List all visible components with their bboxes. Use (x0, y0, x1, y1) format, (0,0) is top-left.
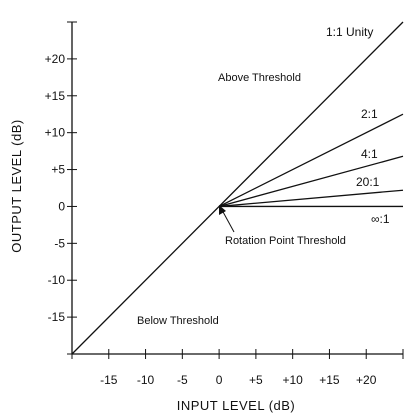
series-line-1 (218, 113, 404, 208)
series-label-20-1: 20:1 (356, 175, 380, 189)
y-tick-label: 0 (58, 199, 65, 213)
annotation-below-threshold: Below Threshold (137, 315, 219, 327)
x-tick-label: +20 (356, 373, 377, 387)
series-label-unity: 1:1 Unity (326, 25, 373, 39)
series-line-0 (71, 21, 404, 355)
x-axis-title: INPUT LEVEL (dB) (177, 398, 296, 413)
x-tick-label: +5 (249, 373, 263, 387)
y-tick-label: +5 (51, 163, 65, 177)
y-tick-label: +10 (45, 126, 66, 140)
series-line-2 (218, 155, 404, 208)
y-tick-label: +15 (45, 89, 66, 103)
annotation-rotation-point: Rotation Point Threshold (225, 235, 346, 247)
x-tick-label: -5 (177, 373, 188, 387)
x-tick-label: +10 (282, 373, 303, 387)
y-axis-title: OUTPUT LEVEL (dB) (9, 119, 24, 252)
x-tick-label: 0 (216, 373, 223, 387)
series-label-4-1: 4:1 (361, 147, 378, 161)
series-label-2-1: 2:1 (361, 107, 378, 121)
series-label-inf-1: ∞:1 (371, 212, 390, 226)
series-line-3 (219, 189, 404, 208)
rotation-point-arrowhead (219, 205, 226, 215)
y-tick-label: -15 (48, 310, 66, 324)
rotation-point-arrow (221, 209, 235, 233)
y-tick-label: +20 (45, 52, 66, 66)
x-tick-label: -15 (100, 373, 118, 387)
y-tick-label: -5 (54, 236, 65, 250)
x-tick-label: -10 (137, 373, 155, 387)
y-tick-label: -10 (48, 273, 66, 287)
annotation-above-threshold: Above Threshold (218, 72, 301, 84)
x-tick-label: +15 (319, 373, 340, 387)
series-lines (71, 21, 404, 355)
axis-tick-labels: -15 -10 -5 0 +5 +10 +15 +20 +20 +15 +10 +5 0 -5 -10 -15 (45, 52, 377, 387)
